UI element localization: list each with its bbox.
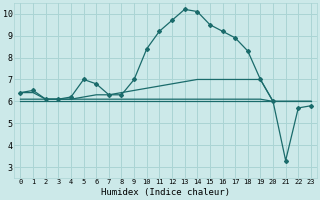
X-axis label: Humidex (Indice chaleur): Humidex (Indice chaleur) — [101, 188, 230, 197]
